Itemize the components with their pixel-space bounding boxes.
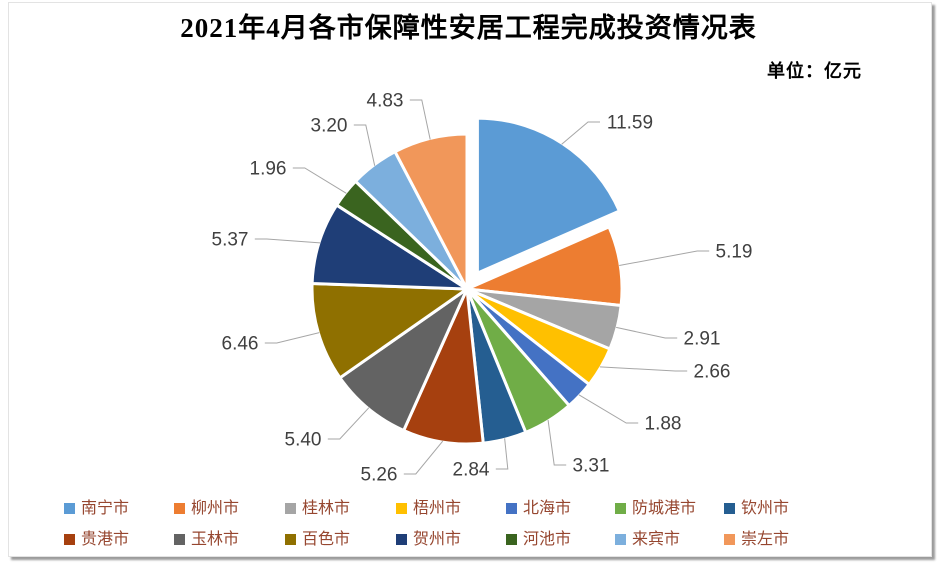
legend-swatch-icon (396, 503, 407, 514)
legend-item-崇左市[interactable]: 崇左市 (724, 531, 789, 548)
chart-frame (8, 2, 932, 557)
legend-swatch-icon (174, 503, 185, 514)
data-label: 4.83 (367, 91, 404, 112)
leader-line (327, 407, 370, 440)
legend-label: 玉林市 (191, 531, 240, 548)
legend-item-玉林市[interactable]: 玉林市 (174, 531, 239, 548)
legend-swatch-icon (724, 534, 735, 545)
legend-label: 桂林市 (302, 500, 351, 517)
legend-label: 来宾市 (632, 531, 681, 548)
leader-line (292, 167, 347, 194)
legend-label: 河池市 (523, 531, 572, 548)
chart-title: 2021年4月各市保障性安居工程完成投资情况表 (180, 13, 757, 43)
data-label: 1.88 (645, 414, 682, 435)
legend-swatch-icon (724, 503, 735, 514)
legend-item-钦州市[interactable]: 钦州市 (724, 500, 789, 517)
leader-line (403, 440, 444, 475)
legend-label: 梧州市 (413, 500, 462, 517)
legend-item-河池市[interactable]: 河池市 (506, 531, 571, 548)
legend-swatch-icon (615, 503, 626, 514)
leader-line (616, 326, 678, 339)
leader-line (495, 438, 509, 470)
legend-label: 贵港市 (81, 531, 130, 548)
leader-line (561, 121, 600, 145)
legend-swatch-icon (64, 534, 75, 545)
legend-item-来宾市[interactable]: 来宾市 (615, 531, 680, 548)
legend-label: 贺州市 (413, 531, 462, 548)
leader-line (264, 332, 320, 344)
legend-item-柳州市[interactable]: 柳州市 (174, 500, 239, 517)
legend-label: 南宁市 (81, 500, 130, 517)
legend-item-贺州市[interactable]: 贺州市 (396, 531, 461, 548)
legend-swatch-icon (615, 534, 626, 545)
leader-line (599, 366, 688, 372)
legend-label: 北海市 (523, 500, 572, 517)
legend-swatch-icon (285, 503, 296, 514)
leader-line (619, 250, 710, 267)
data-label: 2.91 (684, 329, 721, 350)
data-label: 5.19 (716, 242, 753, 263)
data-label: 3.31 (573, 456, 610, 477)
unit-label: 单位：亿元 (767, 61, 862, 81)
data-label: 5.26 (361, 465, 398, 486)
legend-swatch-icon (506, 503, 517, 514)
legend-swatch-icon (64, 503, 75, 514)
data-label: 6.46 (222, 334, 259, 355)
legend-label: 防城港市 (632, 500, 697, 517)
legend-label: 钦州市 (741, 500, 790, 517)
leader-line (254, 238, 321, 244)
legend-label: 柳州市 (191, 500, 240, 517)
leader-line (547, 419, 567, 466)
legend-swatch-icon (285, 534, 296, 545)
legend-swatch-icon (174, 534, 185, 545)
legend-item-百色市[interactable]: 百色市 (285, 531, 350, 548)
leader-line (353, 124, 376, 166)
data-label: 11.59 (607, 113, 653, 134)
legend-swatch-icon (506, 534, 517, 545)
data-label: 5.37 (212, 230, 249, 251)
data-label: 3.20 (311, 116, 348, 137)
legend-item-南宁市[interactable]: 南宁市 (64, 500, 129, 517)
data-label: 2.66 (694, 362, 731, 383)
data-label: 2.84 (453, 460, 490, 481)
legend-item-桂林市[interactable]: 桂林市 (285, 500, 350, 517)
data-label: 5.40 (285, 430, 322, 451)
leader-line (409, 99, 431, 140)
data-label: 1.96 (250, 159, 287, 180)
legend-item-北海市[interactable]: 北海市 (506, 500, 571, 517)
leader-line (578, 394, 639, 424)
legend-label: 百色市 (302, 531, 351, 548)
legend-item-贵港市[interactable]: 贵港市 (64, 531, 129, 548)
legend-item-梧州市[interactable]: 梧州市 (396, 500, 461, 517)
legend-swatch-icon (396, 534, 407, 545)
legend-item-防城港市[interactable]: 防城港市 (615, 500, 696, 517)
legend-label: 崇左市 (741, 531, 790, 548)
